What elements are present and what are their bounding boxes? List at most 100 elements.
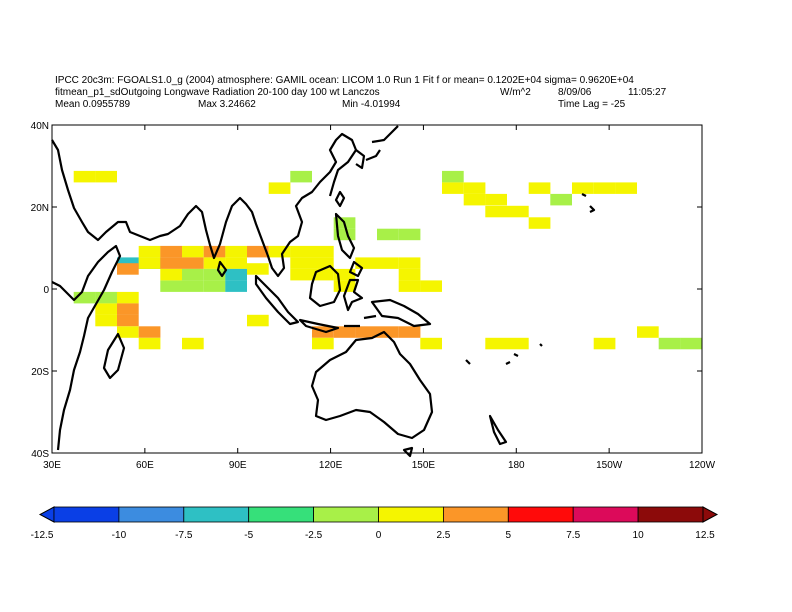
header-lag: Time Lag = -25 [558, 99, 626, 110]
anomaly-cell [442, 170, 464, 183]
colorbar-label: 12.5 [695, 530, 715, 541]
anomaly-cell [203, 257, 226, 269]
lon-tick-label: 60E [136, 460, 154, 471]
anomaly-cell [485, 337, 507, 350]
anomaly-cell [225, 268, 247, 281]
lat-tick-label: 20N [31, 203, 49, 214]
anomaly-cell [528, 182, 551, 194]
anomaly-cell [355, 257, 377, 269]
colorbar-label: -12.5 [31, 530, 54, 541]
anomaly-cell [355, 326, 377, 338]
colorbar-segment [248, 506, 314, 523]
anomaly-cell [377, 326, 399, 338]
anomaly-cell [333, 326, 356, 338]
header-min: Min -4.01994 [342, 99, 401, 110]
anomaly-cell [333, 268, 356, 281]
anomaly-cell [485, 205, 507, 218]
header-title: fitmean_p1_sdOutgoing Longwave Radiation… [55, 87, 380, 98]
anomaly-cell [225, 257, 247, 269]
anomaly-cell [377, 257, 399, 269]
anomaly-cell [117, 326, 139, 338]
anomaly-cell [138, 257, 161, 269]
header-time: 11:05:27 [628, 87, 667, 98]
colorbar-segment [53, 506, 120, 523]
anomaly-cell [268, 245, 291, 258]
lon-tick-label: 90E [229, 460, 247, 471]
lon-tick-label: 150E [412, 460, 436, 471]
colorbar-label: 7.5 [566, 530, 580, 541]
anomaly-cell [182, 280, 204, 292]
anomaly-cell [398, 228, 421, 241]
lat-tick-label: 40S [31, 449, 49, 460]
anomaly-cell [247, 245, 269, 258]
anomaly-cell [160, 245, 182, 258]
anomaly-cell [398, 257, 421, 269]
colorbar-label: -10 [112, 530, 127, 541]
anomaly-cell [398, 268, 421, 281]
colorbar-label: 0 [376, 530, 382, 541]
lon-tick-label: 150W [596, 460, 623, 471]
anomaly-cell [117, 263, 139, 275]
anomaly-cell [333, 228, 356, 241]
anomaly-cell [593, 337, 616, 350]
anomaly-cell [290, 245, 312, 258]
anomaly-cell [290, 257, 312, 269]
header-units: W/m^2 [500, 87, 531, 98]
anomaly-cell [550, 193, 572, 206]
anomaly-cell [95, 303, 117, 315]
anomaly-cell [95, 291, 117, 304]
anomaly-cell [463, 193, 486, 206]
anomaly-cell [680, 337, 702, 350]
anomaly-cell [507, 205, 529, 218]
anomaly-cell [312, 257, 334, 269]
anomaly-cell [398, 280, 421, 292]
anomaly-cell [290, 170, 312, 183]
anomaly-cell [182, 245, 204, 258]
colorbar-right-arrow [702, 506, 719, 523]
anomaly-cell [658, 337, 681, 350]
lon-tick-label: 120E [319, 460, 343, 471]
anomaly-cells [73, 170, 702, 350]
colorbar-segment [442, 506, 509, 523]
lon-tick-label: 120W [689, 460, 716, 471]
anomaly-cell [507, 337, 529, 350]
colorbar-label: 2.5 [436, 530, 450, 541]
anomaly-cell [138, 326, 161, 338]
anomaly-cell [160, 268, 182, 281]
anomaly-cell [572, 182, 594, 194]
header-date: 8/09/06 [558, 87, 592, 98]
anomaly-cell [333, 280, 356, 292]
anomaly-cell [182, 337, 204, 350]
anomaly-cell [442, 182, 464, 194]
header-max: Max 3.24662 [198, 99, 256, 110]
colorbar-segment [183, 506, 250, 523]
colorbar-segment [637, 506, 704, 523]
colorbar-segment [572, 506, 639, 523]
lat-tick-label: 0 [43, 285, 49, 296]
colorbar-segment [378, 506, 444, 523]
anomaly-cell [637, 326, 659, 338]
anomaly-cell [203, 268, 226, 281]
coastlines [51, 125, 596, 458]
anomaly-cell [290, 268, 312, 281]
anomaly-cell [528, 217, 551, 229]
anomaly-cell [203, 280, 226, 292]
anomaly-cell [117, 303, 139, 315]
colorbar-segment [118, 506, 185, 523]
anomaly-cell [182, 257, 204, 269]
lon-tick-label: 180 [508, 460, 525, 471]
anomaly-cell [247, 314, 269, 327]
anomaly-cell [593, 182, 616, 194]
anomaly-cell [377, 228, 399, 241]
anomaly-cell [312, 268, 334, 281]
anomaly-cell [247, 263, 269, 275]
colorbar-label: 10 [633, 530, 645, 541]
lat-axis: 40N 20N 0 20S 40S [31, 121, 702, 460]
header-mean: Mean 0.0955789 [55, 99, 131, 110]
anomaly-cell [463, 182, 486, 194]
anomaly-cell [420, 280, 442, 292]
anomaly-cell [117, 257, 139, 269]
anomaly-cell [225, 280, 247, 292]
anomaly-cell [615, 182, 637, 194]
